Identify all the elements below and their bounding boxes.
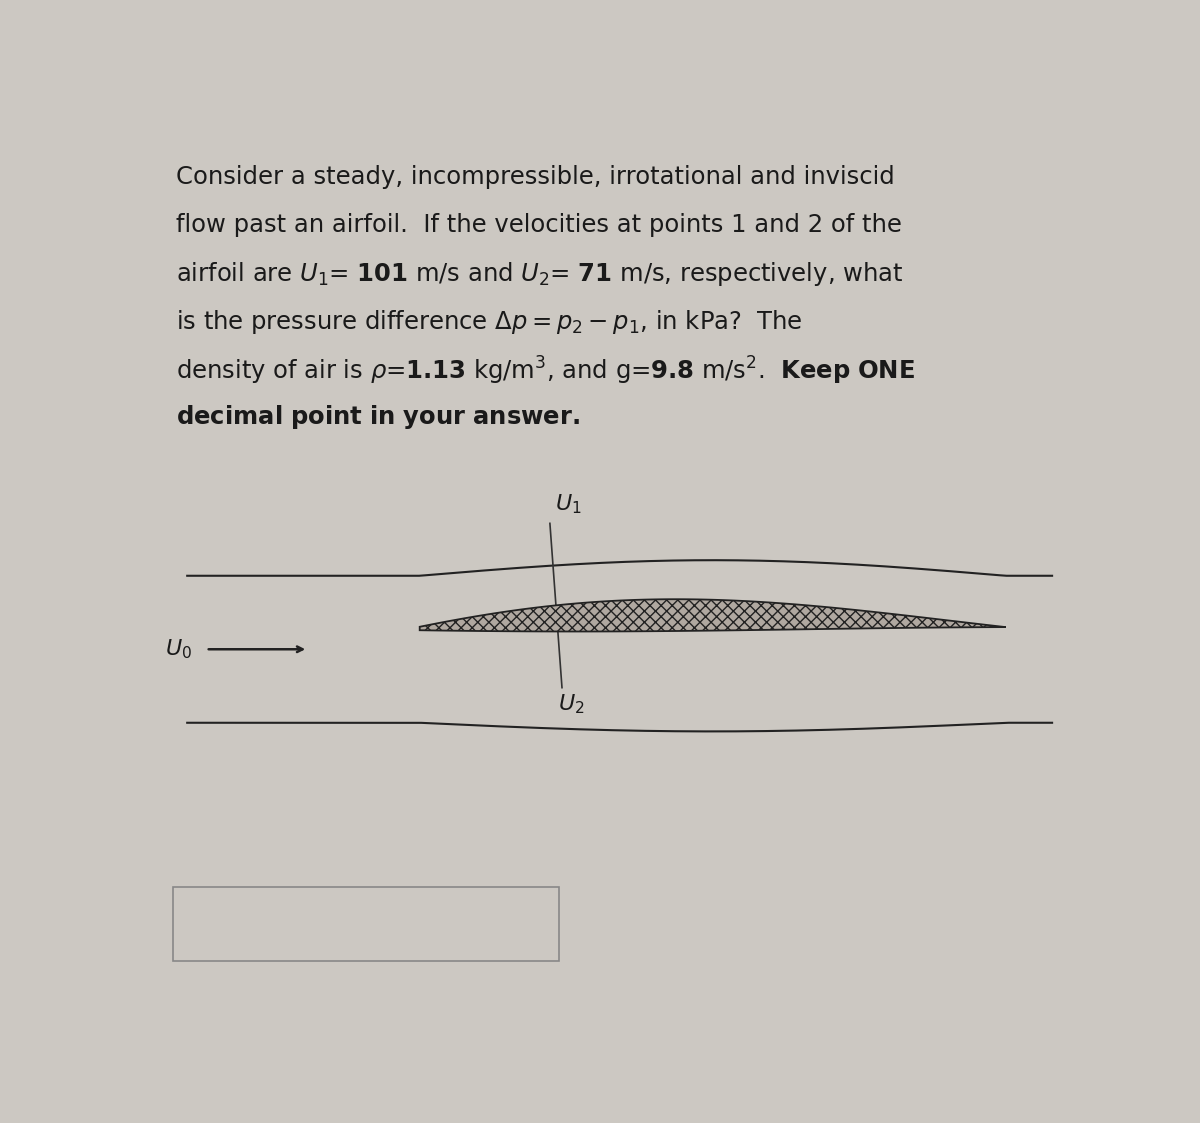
Text: $U_0$: $U_0$: [164, 638, 192, 661]
Polygon shape: [420, 600, 1006, 631]
FancyBboxPatch shape: [173, 887, 559, 960]
Text: $U_2$: $U_2$: [558, 692, 584, 715]
Text: Consider a steady, incompressible, irrotational and inviscid: Consider a steady, incompressible, irrot…: [176, 165, 895, 189]
Text: is the pressure difference $\Delta p = p_2 - p_1$, in kPa?  The: is the pressure difference $\Delta p = p…: [176, 308, 803, 336]
Text: airfoil are $U_1$= $\mathbf{101}$ m/s and $U_2$= $\mathbf{71}$ m/s, respectively: airfoil are $U_1$= $\mathbf{101}$ m/s an…: [176, 261, 904, 289]
Text: $\mathbf{decimal\ point\ in\ your\ answer.}$: $\mathbf{decimal\ point\ in\ your\ answe…: [176, 403, 580, 431]
Text: density of air is $\rho$=$\mathbf{1.13}$ kg/m$^3$, and g=$\mathbf{9.8}$ m/s$^2$.: density of air is $\rho$=$\mathbf{1.13}$…: [176, 355, 916, 387]
Text: $U_1$: $U_1$: [556, 493, 582, 517]
Text: flow past an airfoil.  If the velocities at points 1 and 2 of the: flow past an airfoil. If the velocities …: [176, 212, 902, 237]
